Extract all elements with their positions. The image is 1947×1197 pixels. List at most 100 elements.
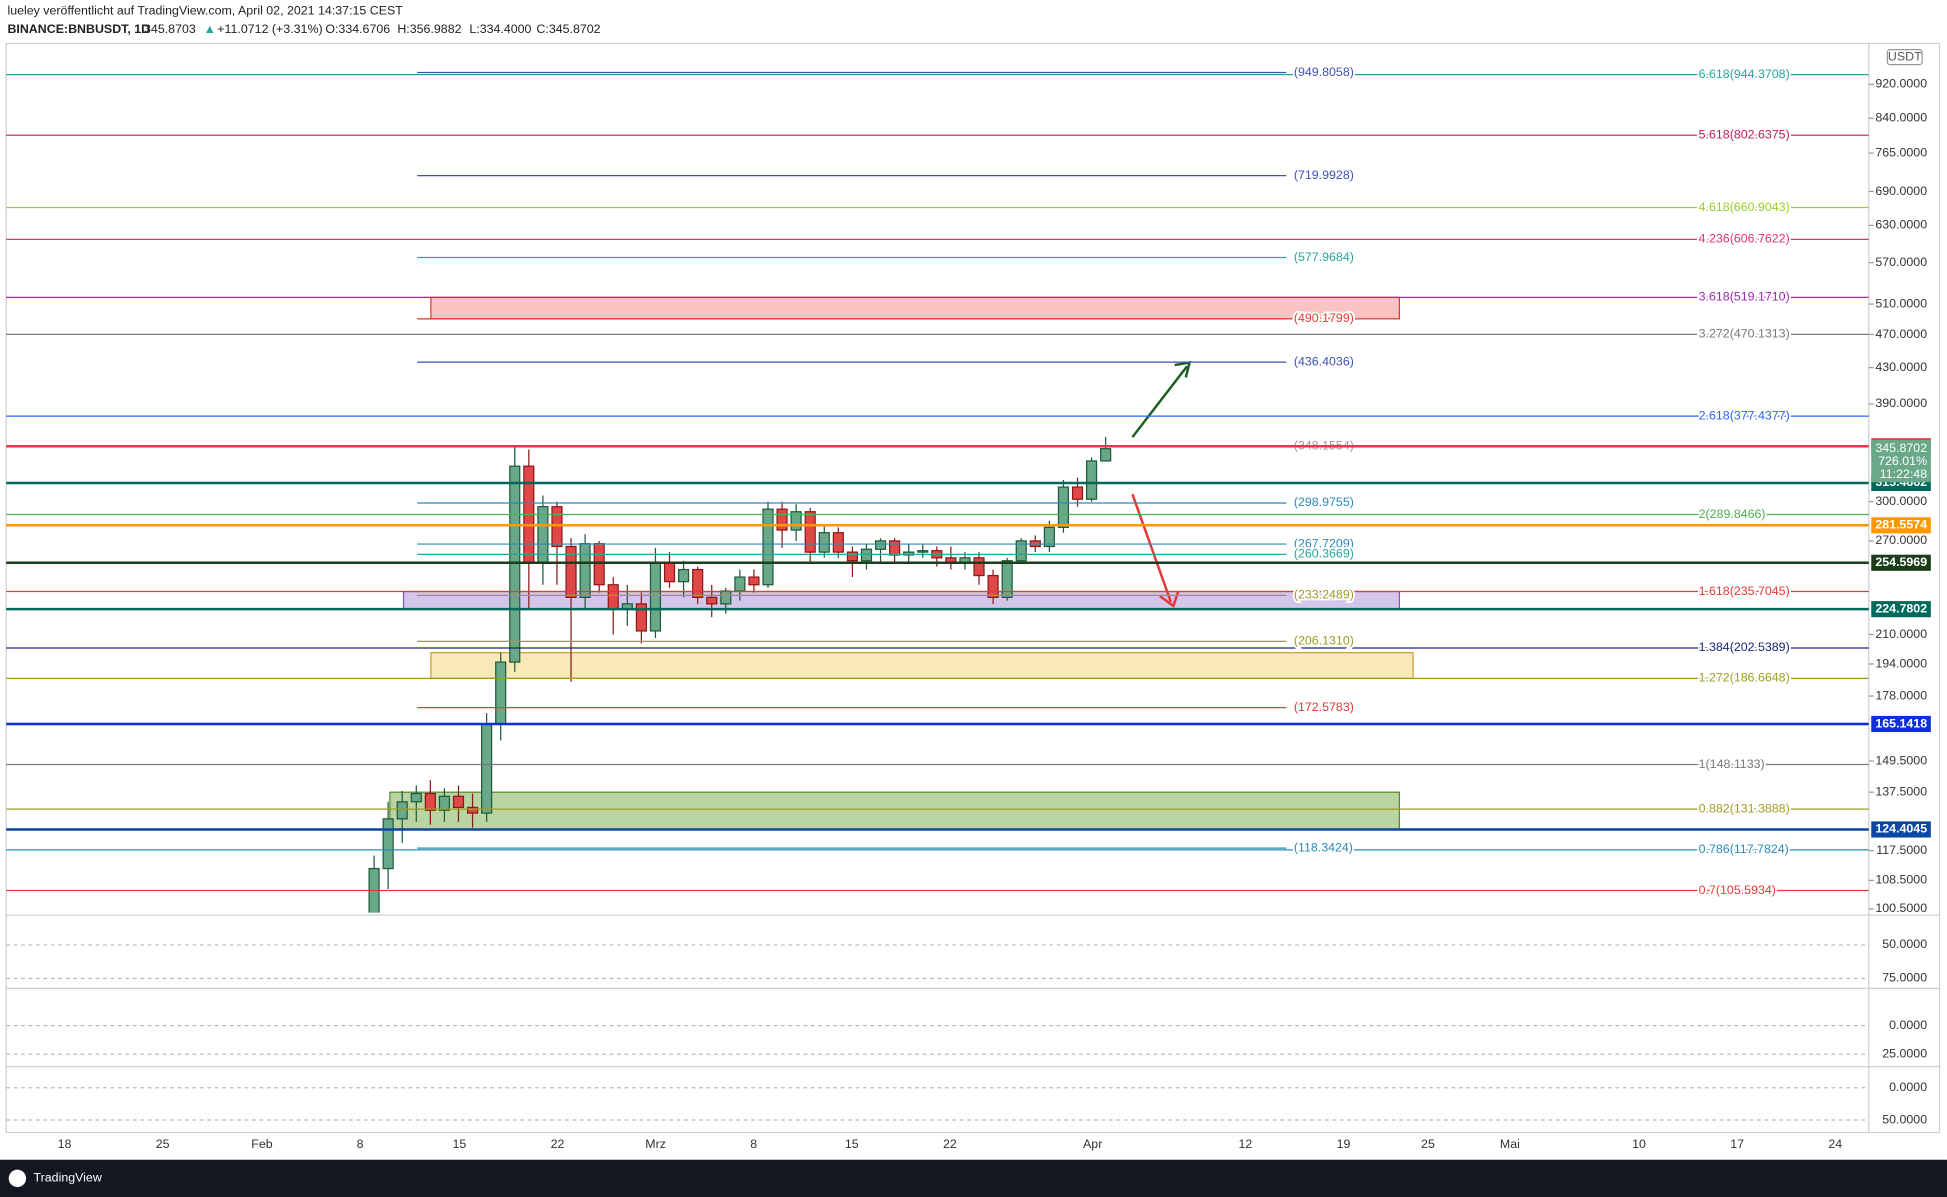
date-label: Mai <box>1500 1137 1520 1151</box>
footer-bar <box>0 1159 1947 1197</box>
price-tick-label: 194.0000 <box>1875 656 1927 670</box>
fib-label: 1.272(186.6648) <box>1699 671 1790 685</box>
zone <box>430 296 1401 320</box>
level-label: (206.1310) <box>1294 634 1354 648</box>
candle-body <box>987 574 999 599</box>
price-tag <box>1871 517 1931 534</box>
level-label: (949.8058) <box>1294 65 1354 79</box>
fib-label: 4.618(660.9043) <box>1699 200 1790 214</box>
price-tick-label: 470.0000 <box>1875 327 1927 341</box>
candle-body <box>481 723 493 814</box>
drawings <box>1131 361 1192 608</box>
candle-body <box>889 540 901 556</box>
candle-body <box>720 590 732 605</box>
candle-body <box>396 801 408 820</box>
candle-body <box>706 596 718 605</box>
logo <box>8 1169 27 1188</box>
fib-label: 4.236(606.7622) <box>1699 232 1790 246</box>
candle-body <box>677 568 690 583</box>
price-tick-label: 300.0000 <box>1875 494 1927 508</box>
pane-tick-label: 0.0000 <box>1889 1018 1927 1032</box>
price-tick-label: 149.5000 <box>1875 753 1927 767</box>
price-tag <box>1871 715 1931 733</box>
price-tag <box>1871 554 1931 571</box>
fib-label: 0.786(117.7824) <box>1699 842 1789 856</box>
price-tick-label: 920.0000 <box>1875 77 1927 91</box>
currency-badge <box>1886 49 1923 66</box>
price-tick-label: 840.0000 <box>1875 111 1927 125</box>
price-tag-label: 281.5574 <box>1875 518 1927 532</box>
candle-body <box>973 557 985 577</box>
price-tick-label: 690.0000 <box>1875 184 1927 198</box>
last-price: 345.8703 <box>144 22 196 36</box>
currency: USDT <box>1888 49 1922 63</box>
fib-label: 6.618(944.3708) <box>1699 67 1790 81</box>
level-label: (577.9684) <box>1294 250 1354 264</box>
date-label: 15 <box>845 1137 859 1151</box>
price-tick-label: 178.0000 <box>1875 688 1927 702</box>
fib-label: 1(148.1133) <box>1699 757 1765 771</box>
candle-body <box>692 568 704 599</box>
price-tag-label: 224.7802 <box>1875 601 1927 615</box>
pane-tick-label: 0.0000 <box>1889 1080 1927 1094</box>
candle-body <box>1100 448 1112 462</box>
candle-body <box>762 508 774 586</box>
price-tag <box>1871 821 1931 838</box>
price-tick-label: 390.0000 <box>1875 396 1927 410</box>
price-tick-label: 430.0000 <box>1875 360 1927 374</box>
last-price-tag <box>1871 439 1931 483</box>
date-label: 10 <box>1632 1137 1646 1151</box>
candle-body <box>832 532 844 553</box>
pane-tick-label: 25.0000 <box>1882 1046 1927 1060</box>
candle-body <box>804 511 816 553</box>
candle-body <box>495 661 507 725</box>
high: H:356.9882 <box>397 22 461 36</box>
fib-label: 1.384(202.5389) <box>1699 640 1790 654</box>
price-tick-label: 570.0000 <box>1875 255 1927 269</box>
date-label: 15 <box>453 1137 467 1151</box>
zone <box>430 652 1414 679</box>
date-label: Mrz <box>645 1137 666 1151</box>
candle-body <box>551 506 563 548</box>
fib-label: 3.618(519.1710) <box>1699 290 1790 304</box>
candle-body <box>452 795 465 809</box>
candle-body <box>382 818 394 870</box>
candle-body <box>945 557 957 563</box>
level-label: (719.9928) <box>1294 168 1354 182</box>
fib-label: 5.618(802.6375) <box>1699 127 1790 141</box>
candle-body <box>579 543 591 599</box>
date-label: 22 <box>943 1137 957 1151</box>
level-label: (118.3424) <box>1294 840 1353 854</box>
publisher: lueley veröffentlicht auf TradingView.co… <box>7 3 403 17</box>
price-tick-label: 137.5000 <box>1875 784 1927 798</box>
price-tag <box>1871 601 1931 618</box>
candle-body <box>734 576 746 592</box>
date-label: 22 <box>551 1137 565 1151</box>
candle-body <box>818 532 830 553</box>
date-label: Feb <box>251 1137 272 1151</box>
candle-body <box>959 557 971 563</box>
date-label: 19 <box>1337 1137 1351 1151</box>
candle-body <box>509 465 521 663</box>
footer-brand: TradingView <box>34 1171 102 1185</box>
candle-body <box>1057 486 1070 528</box>
candle-body <box>1071 486 1084 500</box>
price-tick-label: 765.0000 <box>1875 145 1927 159</box>
price-tick-label: 108.5000 <box>1875 873 1927 887</box>
candle-body <box>438 795 451 811</box>
price-tick-label: 630.0000 <box>1875 218 1927 232</box>
level-label: (267.7209) <box>1294 536 1354 550</box>
date-label: 12 <box>1239 1137 1253 1151</box>
candle-body <box>1001 560 1013 599</box>
fib-label: 0.7(105.5934) <box>1699 883 1776 897</box>
zone <box>389 791 1401 831</box>
candle-body <box>1085 460 1098 500</box>
candle-body <box>565 545 577 599</box>
price-tick-label: 100.5000 <box>1875 901 1927 915</box>
close: C:345.8702 <box>536 22 600 36</box>
price-tag-label: 124.4045 <box>1875 822 1927 836</box>
price-tick-label: 117.5000 <box>1876 843 1927 857</box>
date-label: 8 <box>357 1137 364 1151</box>
candle-body <box>874 540 887 550</box>
